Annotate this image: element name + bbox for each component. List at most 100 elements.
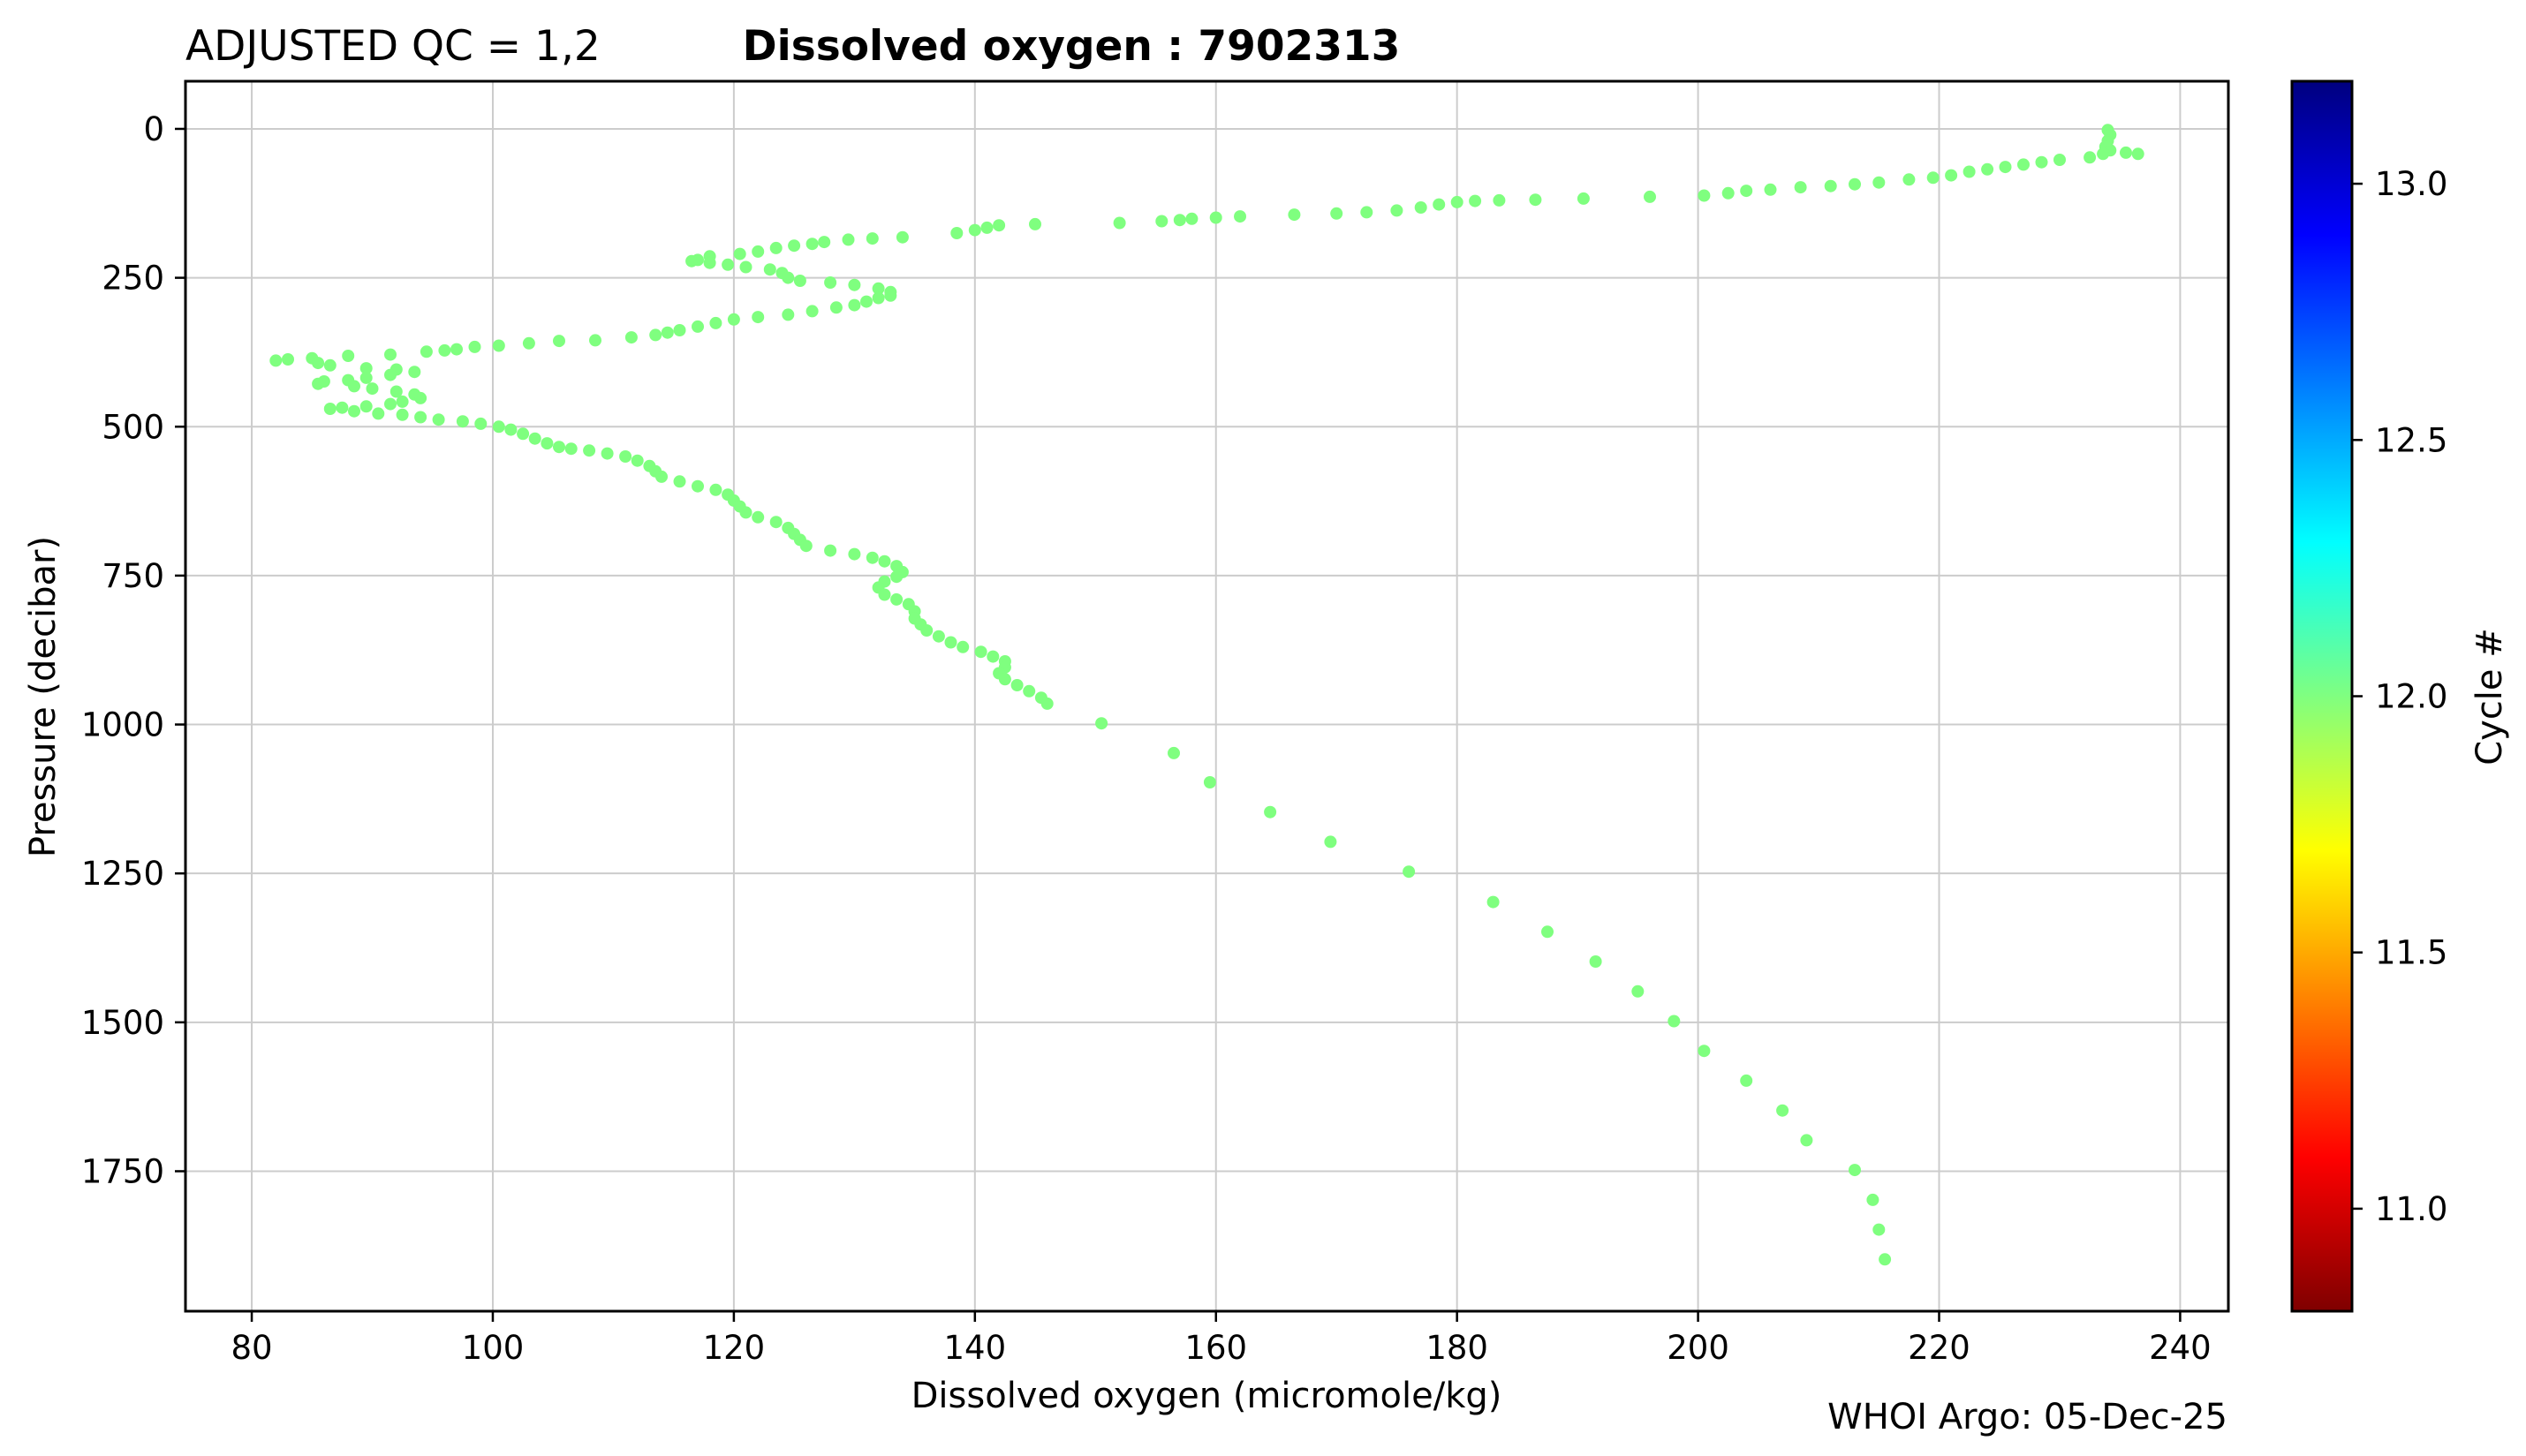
data-point	[1776, 1104, 1789, 1117]
data-point	[727, 313, 740, 326]
colorbar-tick-label: 13.0	[2375, 165, 2447, 203]
y-tick-label: 250	[102, 260, 164, 298]
data-point	[1023, 684, 1036, 698]
data-point	[920, 624, 934, 637]
data-point	[987, 650, 1000, 663]
data-point	[860, 295, 873, 308]
data-point	[517, 427, 530, 441]
data-point	[769, 241, 783, 254]
data-point	[944, 636, 957, 649]
data-point	[348, 380, 360, 393]
data-point	[1493, 193, 1506, 207]
axis-ticks: 80 100 120 140 160 180 200 220 240 0 250 500 750 1000…	[81, 110, 2212, 1367]
data-point	[384, 348, 397, 361]
data-point	[2120, 146, 2132, 159]
data-point	[1589, 955, 1602, 968]
x-tick-label: 220	[1908, 1329, 1970, 1367]
data-point	[829, 301, 843, 314]
data-point	[1902, 173, 1916, 186]
data-point	[624, 331, 638, 344]
data-point	[1324, 835, 1337, 849]
data-point	[703, 256, 716, 269]
x-tick-label: 100	[462, 1329, 525, 1367]
qc-label: ADJUSTED QC = 1,2	[185, 22, 601, 71]
data-point	[450, 343, 463, 356]
data-point	[782, 308, 795, 321]
y-tick-label: 1000	[81, 706, 164, 744]
data-point	[1403, 865, 1416, 879]
colorbar-tick-label: 11.5	[2375, 934, 2447, 972]
data-point	[631, 454, 644, 467]
data-point	[1945, 169, 1958, 182]
data-point	[1740, 185, 1753, 198]
data-point	[282, 353, 294, 366]
data-point	[824, 544, 837, 557]
data-point	[968, 223, 981, 237]
data-point	[1963, 165, 1976, 178]
data-point	[673, 324, 686, 336]
data-point	[788, 239, 801, 253]
data-point	[649, 328, 662, 342]
data-point	[396, 408, 409, 421]
data-point	[1168, 746, 1180, 759]
data-point	[1155, 215, 1168, 228]
y-tick-label: 500	[102, 408, 164, 446]
data-point	[601, 447, 614, 460]
data-point	[528, 432, 541, 445]
data-point	[824, 276, 837, 289]
data-point	[564, 442, 578, 456]
data-point	[1450, 195, 1463, 208]
data-point	[799, 539, 813, 553]
data-point	[1541, 925, 1554, 939]
data-point	[1644, 190, 1656, 203]
data-point	[733, 247, 746, 260]
footer-credit: WHOI Argo: 05-Dec-25	[1827, 1397, 2227, 1437]
data-point	[541, 437, 554, 450]
x-tick-label: 240	[2149, 1329, 2212, 1367]
data-point	[752, 510, 765, 524]
data-point	[522, 336, 535, 350]
data-point	[323, 358, 337, 372]
data-point	[866, 551, 879, 564]
data-point	[1209, 211, 1222, 224]
data-point	[348, 404, 360, 418]
y-tick-label: 0	[143, 110, 164, 148]
plot-frame	[184, 79, 2230, 1313]
data-point	[974, 645, 987, 659]
colorbar-ticks: 11.0 11.5 12.0 12.5 13.0	[2352, 165, 2447, 1228]
data-point	[1740, 1074, 1753, 1087]
data-point	[2035, 155, 2048, 169]
data-point	[739, 506, 753, 519]
data-point	[384, 368, 397, 381]
data-point	[722, 258, 735, 271]
data-point	[1029, 217, 1041, 230]
data-point	[878, 588, 891, 601]
data-point	[414, 411, 427, 424]
data-point	[932, 630, 945, 643]
data-points	[269, 124, 2144, 1266]
y-tick-label: 1500	[81, 1004, 164, 1042]
data-point	[1981, 162, 1994, 176]
x-tick-label: 80	[231, 1329, 273, 1367]
data-point	[1234, 210, 1246, 223]
data-point	[1390, 204, 1403, 217]
data-point	[890, 570, 904, 584]
data-point	[1360, 206, 1373, 219]
data-point	[692, 479, 704, 493]
data-point	[661, 326, 674, 339]
data-point	[1824, 179, 1837, 192]
data-point	[2084, 151, 2097, 164]
data-point	[1330, 207, 1343, 220]
data-point	[782, 271, 795, 284]
data-point	[998, 673, 1011, 686]
data-point	[359, 371, 373, 384]
data-point	[890, 592, 904, 606]
data-point	[312, 357, 325, 370]
data-point	[1849, 177, 1861, 191]
data-point	[408, 366, 421, 379]
data-point	[1800, 1134, 1813, 1147]
data-point	[1113, 216, 1126, 230]
data-point	[692, 320, 704, 333]
x-tick-label: 140	[944, 1329, 1007, 1367]
data-point	[420, 345, 433, 358]
